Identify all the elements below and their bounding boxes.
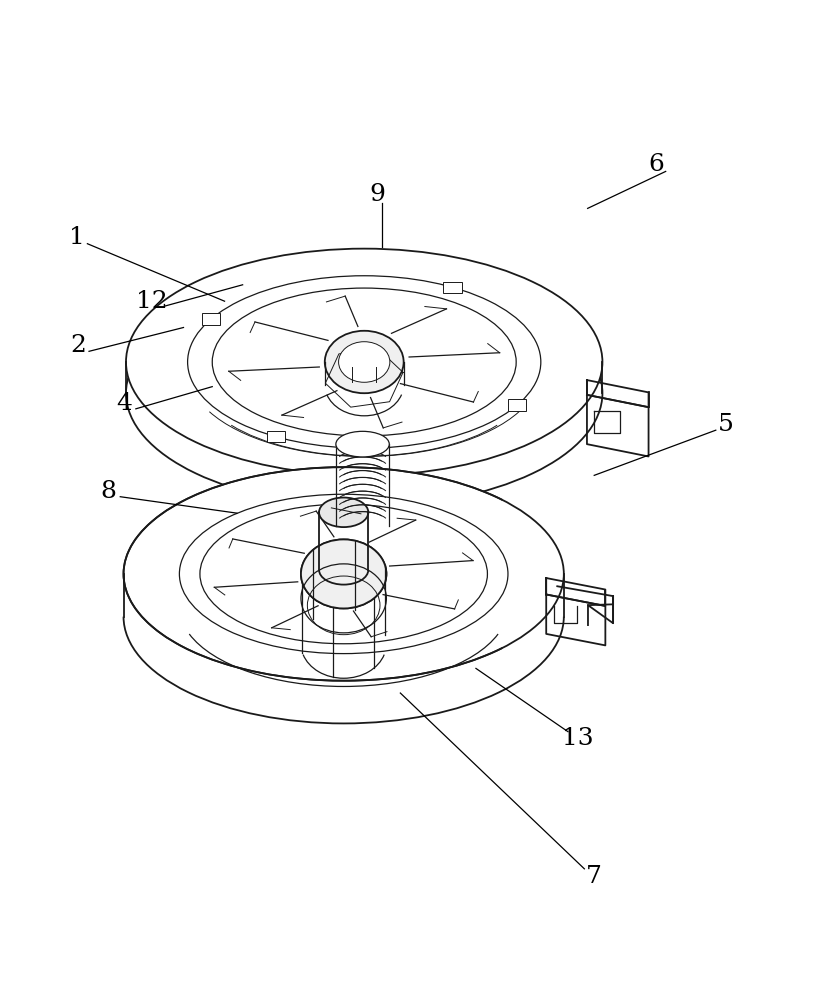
Bar bbox=[508, 399, 526, 411]
Ellipse shape bbox=[336, 431, 390, 457]
Text: 6: 6 bbox=[648, 153, 664, 176]
Text: 5: 5 bbox=[718, 413, 734, 436]
Bar bbox=[203, 313, 220, 325]
Text: 13: 13 bbox=[562, 727, 594, 750]
Ellipse shape bbox=[126, 280, 602, 507]
Ellipse shape bbox=[319, 498, 368, 527]
Ellipse shape bbox=[325, 331, 404, 393]
Bar bbox=[443, 282, 461, 293]
Text: 12: 12 bbox=[136, 290, 168, 313]
Text: 1: 1 bbox=[69, 226, 84, 249]
Bar bbox=[267, 431, 285, 442]
Ellipse shape bbox=[301, 539, 386, 608]
Ellipse shape bbox=[126, 249, 602, 475]
Text: 7: 7 bbox=[586, 865, 602, 888]
Ellipse shape bbox=[338, 342, 390, 382]
Text: 9: 9 bbox=[370, 183, 385, 206]
Text: 2: 2 bbox=[70, 334, 86, 357]
Text: 8: 8 bbox=[100, 480, 116, 503]
Ellipse shape bbox=[301, 539, 386, 608]
Text: 4: 4 bbox=[117, 392, 132, 415]
Ellipse shape bbox=[123, 467, 564, 681]
